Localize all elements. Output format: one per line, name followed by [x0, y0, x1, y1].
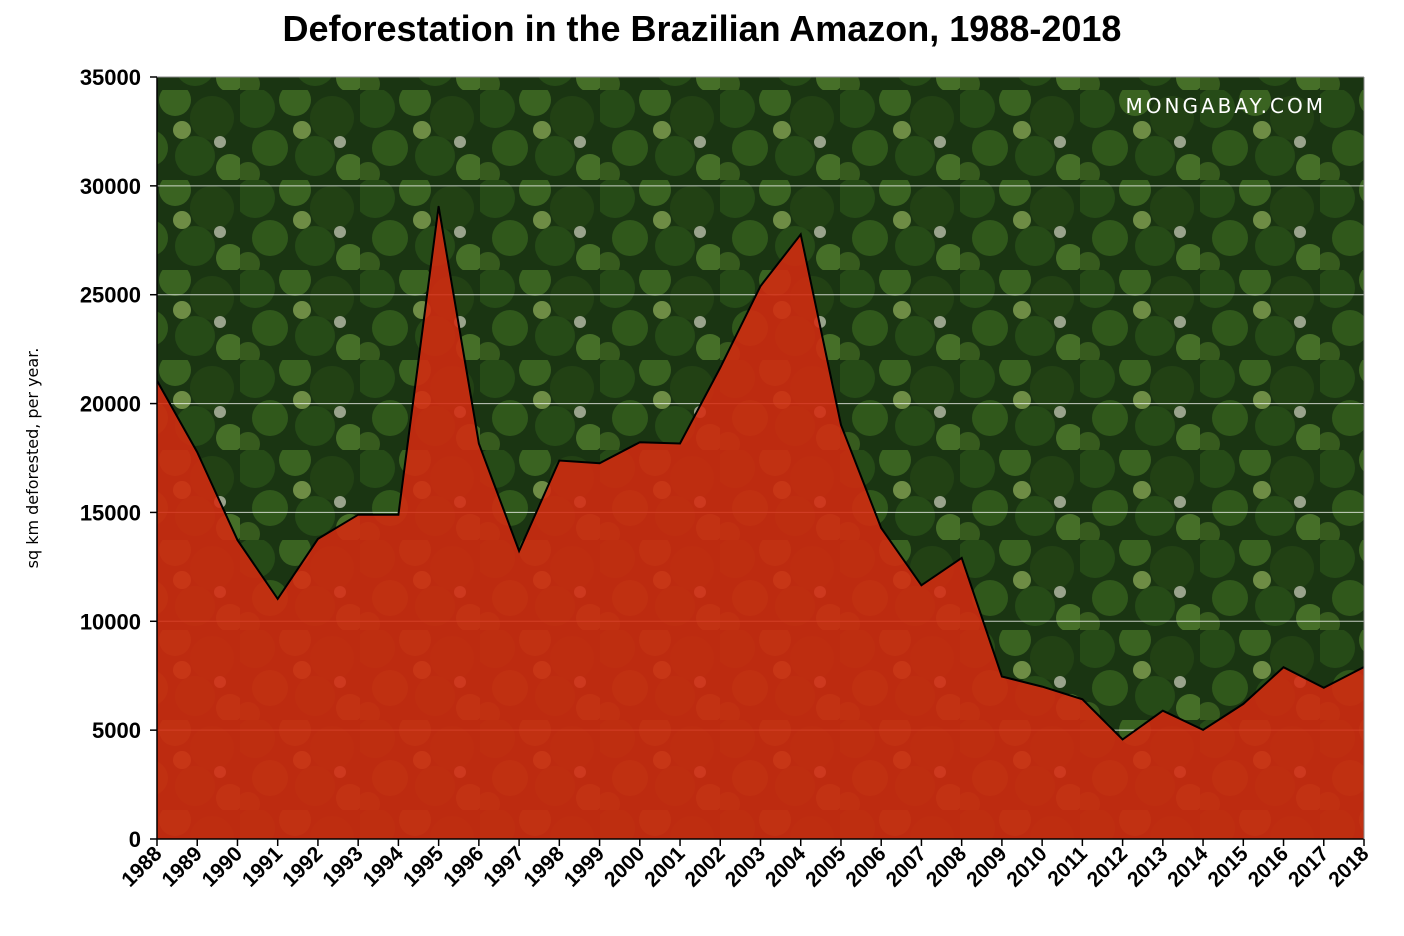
- data-point-1999: [599, 462, 601, 464]
- data-point-1995: [438, 205, 440, 207]
- data-point-2016: [1283, 666, 1284, 668]
- x-tick-label-2002: 2002: [681, 842, 730, 891]
- data-point-2000: [639, 441, 641, 443]
- data-point-2002: [719, 367, 721, 369]
- data-point-2009: [1001, 676, 1003, 677]
- x-tick-label-2003: 2003: [721, 842, 770, 891]
- x-tick-label-2016: 2016: [1244, 842, 1293, 891]
- x-tick-label-2009: 2009: [962, 842, 1011, 891]
- x-tick-label-1995: 1995: [399, 842, 449, 892]
- data-point-2003: [760, 285, 761, 287]
- data-point-2017: [1323, 687, 1325, 689]
- data-point-1997: [518, 550, 520, 552]
- x-tick-label-1989: 1989: [157, 842, 206, 891]
- x-tick-label-1998: 1998: [520, 842, 570, 892]
- x-tick-label-1988: 1988: [117, 842, 167, 892]
- y-tick-label-15000: 15000: [80, 500, 141, 525]
- x-tick-label-1997: 1997: [479, 842, 528, 891]
- x-tick-label-2015: 2015: [1204, 842, 1254, 892]
- x-tick-label-2004: 2004: [761, 842, 811, 892]
- deforestation-area: [157, 206, 1364, 839]
- x-tick-label-2011: 2011: [1043, 842, 1092, 891]
- x-tick-label-1999: 1999: [560, 842, 609, 891]
- data-point-2001: [679, 443, 681, 444]
- data-point-1989: [196, 451, 198, 453]
- x-tick-label-2017: 2017: [1284, 842, 1333, 891]
- data-point-2008: [961, 557, 963, 559]
- x-tick-label-2008: 2008: [922, 842, 972, 892]
- data-point-2012: [1122, 739, 1124, 740]
- x-tick-label-1991: 1991: [238, 842, 288, 892]
- axes: [150, 76, 1365, 846]
- x-tick-label-1990: 1990: [198, 842, 247, 891]
- x-tick-label-2005: 2005: [801, 842, 851, 892]
- y-axis-label: sq km deforested, per year.: [23, 348, 42, 569]
- y-tick-label-20000: 20000: [80, 392, 141, 417]
- data-point-2014: [1202, 729, 1204, 731]
- data-point-2006: [880, 527, 882, 529]
- data-point-1993: [357, 514, 359, 516]
- x-tick-label-2012: 2012: [1083, 842, 1132, 891]
- data-point-2007: [920, 584, 922, 586]
- x-tick-label-1992: 1992: [278, 842, 327, 891]
- data-point-2015: [1242, 703, 1244, 705]
- x-tick-label-2013: 2013: [1123, 842, 1172, 891]
- data-point-2011: [1081, 698, 1083, 700]
- x-tick-label-2014: 2014: [1163, 842, 1213, 892]
- data-point-1992: [317, 538, 319, 540]
- data-point-1991: [277, 598, 279, 600]
- watermark: MONGABAY.COM: [1126, 94, 1326, 118]
- data-point-2005: [840, 424, 842, 426]
- y-tick-label-35000: 35000: [80, 65, 141, 90]
- x-tick-label-2006: 2006: [841, 842, 890, 891]
- x-tick-label-2010: 2010: [1002, 842, 1051, 891]
- area-layer: [157, 205, 1364, 839]
- x-tick-label-2018: 2018: [1324, 842, 1374, 892]
- y-tick-label-5000: 5000: [92, 718, 141, 743]
- y-tick-label-0: 0: [129, 827, 141, 852]
- data-point-1990: [237, 539, 238, 541]
- data-point-2010: [1041, 686, 1043, 688]
- x-tick-labels: 1988198919901991199219931994199519961997…: [117, 842, 1374, 892]
- data-point-1998: [558, 460, 560, 461]
- data-point-2013: [1162, 710, 1164, 712]
- x-tick-label-2007: 2007: [882, 842, 931, 891]
- y-tick-labels: 0 5000 10000 15000 20000 25000 30000 35000: [80, 65, 141, 852]
- x-tick-label-1993: 1993: [318, 842, 367, 891]
- x-tick-label-2001: 2001: [640, 842, 690, 892]
- y-tick-label-30000: 30000: [80, 174, 141, 199]
- x-tick-label-1996: 1996: [439, 842, 488, 891]
- data-point-2004: [800, 233, 802, 235]
- x-tick-label-2000: 2000: [600, 842, 649, 891]
- data-point-1994: [397, 514, 399, 516]
- data-point-1996: [478, 443, 480, 445]
- y-tick-label-25000: 25000: [80, 283, 141, 308]
- chart-title: Deforestation in the Brazilian Amazon, 1…: [282, 8, 1122, 49]
- x-tick-label-1994: 1994: [359, 842, 409, 892]
- y-tick-label-10000: 10000: [80, 609, 141, 634]
